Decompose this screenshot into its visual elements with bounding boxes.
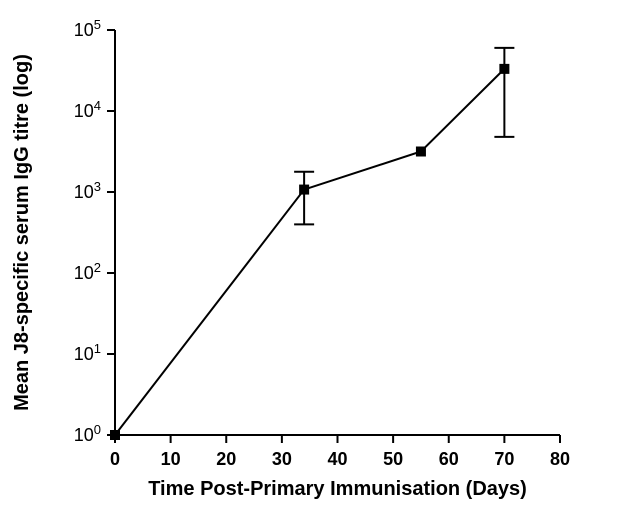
x-tick-label: 20: [216, 449, 236, 469]
x-tick-label: 80: [550, 449, 570, 469]
x-axis-label: Time Post-Primary Immunisation (Days): [148, 478, 527, 500]
x-tick-label: 60: [439, 449, 459, 469]
x-tick-label: 30: [272, 449, 292, 469]
data-marker: [300, 185, 309, 194]
chart-svg: 01020304050607080100101102103104105Time …: [0, 0, 618, 532]
x-tick-label: 0: [110, 449, 120, 469]
data-marker: [500, 64, 509, 73]
x-tick-label: 40: [327, 449, 347, 469]
igG-titre-chart: 01020304050607080100101102103104105Time …: [0, 0, 618, 532]
y-axis-label: Mean J8-specific serum IgG titre (log): [11, 54, 33, 411]
x-tick-label: 50: [383, 449, 403, 469]
data-marker: [416, 147, 425, 156]
x-tick-label: 10: [161, 449, 181, 469]
data-marker: [111, 431, 120, 440]
x-tick-label: 70: [494, 449, 514, 469]
